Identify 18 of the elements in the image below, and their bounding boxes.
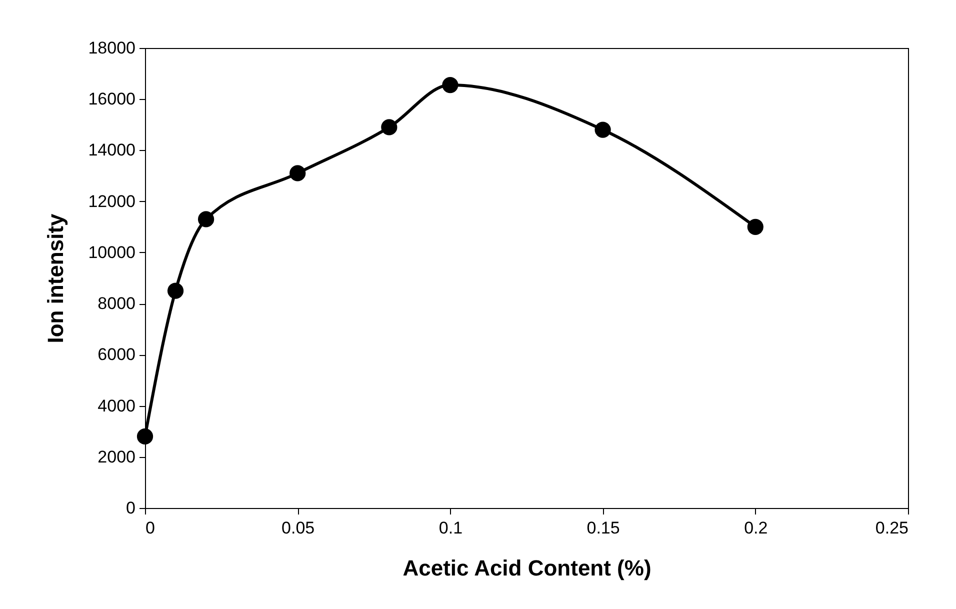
x-tick-label: 0.25 <box>875 518 908 538</box>
y-tick-label: 10000 <box>88 242 136 262</box>
y-axis-title: Ion intensity <box>43 212 68 344</box>
y-tick-label: 12000 <box>88 192 136 211</box>
y-tick-label: 4000 <box>98 396 136 416</box>
x-tick-label: 0.1 <box>438 518 463 538</box>
x-tick-label: 0.2 <box>744 518 768 538</box>
y-tick-label: 8000 <box>98 294 136 314</box>
y-tick-label: 0 <box>126 498 136 518</box>
x-axis-title: Acetic Acid Content (%) <box>402 556 652 580</box>
x-tick-label: 0.15 <box>586 518 620 538</box>
y-tick-label: 18000 <box>88 38 136 58</box>
x-tick-label: 0.05 <box>282 518 315 538</box>
x-tick-label: 0 <box>146 518 155 538</box>
y-tick-label: 2000 <box>98 447 136 466</box>
y-tick-label: 14000 <box>88 140 136 160</box>
y-tick-label: 16000 <box>88 90 136 109</box>
y-tick-label: 6000 <box>98 345 136 364</box>
